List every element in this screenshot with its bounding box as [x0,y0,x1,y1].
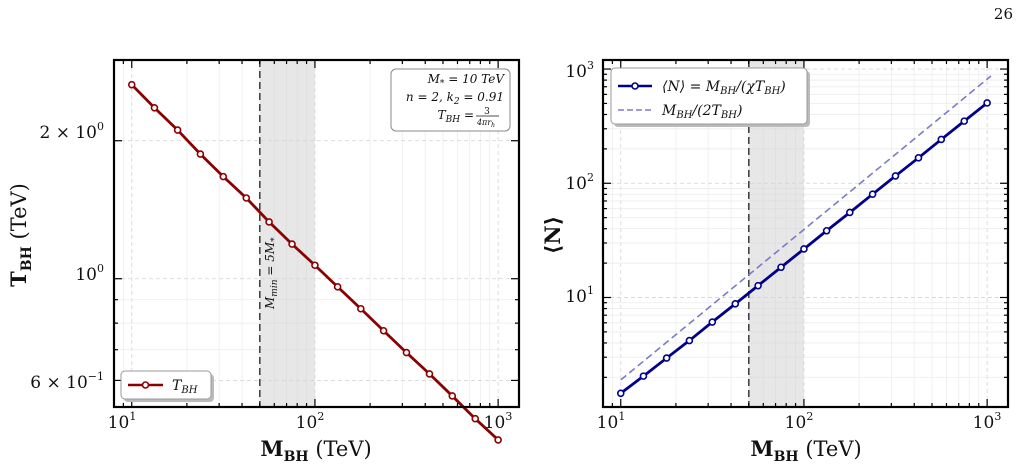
p1-legend-marker [141,381,150,389]
p2-frame [601,58,1010,409]
p1-frame [112,58,521,409]
p2-legend: ⟨N⟩ = MBH/(χTBH) MBH/(2TBH) [610,67,810,127]
p1-annotation-line3: TBH = [438,108,474,125]
p2-series-0-point [846,208,854,217]
p1-y-axis-label: TBH (TeV) [6,183,35,287]
p2-x-tick-10: 101 [597,410,626,433]
p1-y-tick-2: 2 × 100 [40,120,105,143]
p2-legend-frame [610,67,808,125]
p1-annotation-frac-num: 3 [484,107,490,117]
p2-series-0-point [685,336,694,345]
panel-multiplicity: 101 102 103 103 102 101 MBH (TeV) ⟨N⟩ ⟨N… [540,58,1010,464]
p1-y-tick-06: 6 × 10−1 [30,370,104,393]
p1-series-0-point [333,283,342,291]
p2-series-0-point [960,117,969,125]
p2-legend-marker1 [631,82,639,90]
p2-x-tick-100: 102 [785,410,814,433]
p1-series-0-point [402,348,411,357]
p1-annotation-line1: M* = 10 TeV [427,72,506,89]
p1-series-0-point [127,80,136,89]
p1-annotation-line2: n = 2, k2 = 0.91 [406,90,504,107]
p2-series-0-point [937,135,946,144]
p2-series-0-point [800,245,808,253]
p1-series-0-point [448,392,457,400]
p2-y-tick-100: 102 [565,171,594,194]
p1-legend-label: TBH [172,378,198,396]
p2-series-0-point [868,190,877,199]
p1-annotation-box: M* = 10 TeV n = 2, k2 = 0.91 TBH = 3 4πr… [390,68,511,132]
p2-series-0-point [914,154,923,162]
p1-series-0-point [311,261,319,270]
p1-x-tick-1000: 103 [484,410,513,433]
p2-series-0-point [662,354,671,362]
p1-legend: TBH [120,370,214,402]
p1-series-0-point [288,240,296,248]
p2-y-axis-label: ⟨N⟩ [540,216,565,254]
p1-series-0-point [150,103,159,112]
p1-series-0-point [379,326,388,335]
p1-series-0-point [357,304,365,313]
p1-x-tick-10: 101 [108,410,137,433]
p1-series-0-point [219,172,228,181]
p2-x-axis-label: MBH (TeV) [750,436,861,464]
p2-series-0-point [822,226,831,235]
p1-annotation-frac-den: 4πrh [476,118,495,129]
p2-legend-label2: MBH/(2TBH) [661,103,742,121]
p2-series-0-point [639,372,648,380]
p1-series-0-point [242,194,251,202]
p2-ticks [602,60,1008,407]
p2-series-0-point [777,263,785,272]
p1-series-group [127,80,502,444]
p2-series-0-point [891,172,900,180]
p1-series-0-point [494,436,502,444]
p2-series-1-line [620,75,992,381]
p2-series-0-point [983,99,991,107]
p1-series-0-point [196,150,205,158]
p2-x-tick-1000: 103 [973,410,1002,433]
p2-series-0-point [754,281,762,290]
p1-legend-frame [120,370,212,400]
p2-series-0-point [731,300,740,308]
p1-vline-label: Mmin = 5M* [263,237,280,310]
p1-series-0-point [425,370,434,378]
p1-series-0-point [471,414,480,423]
p2-series-group [616,75,992,398]
panel-temperature: 101 102 103 2 × 100 100 6 × 10−1 MBH (Te… [6,58,521,464]
p2-series-0-point [616,389,625,398]
p1-y-tick-1: 100 [75,262,104,285]
p1-annotation-frame [390,68,511,132]
p1-series-0-point [265,218,273,226]
p1-x-axis-label: MBH (TeV) [260,436,371,464]
p2-y-tick-1000: 103 [565,59,594,82]
p2-y-tick-10: 101 [565,284,594,307]
p1-series-0-point [173,126,182,134]
p1-shaded-band [259,60,315,407]
p2-legend-label1: ⟨N⟩ = MBH/(χTBH) [662,79,786,97]
page-number: 26 [993,5,1013,23]
p1-x-tick-100: 102 [296,410,325,433]
p2-series-0-point [708,318,717,326]
